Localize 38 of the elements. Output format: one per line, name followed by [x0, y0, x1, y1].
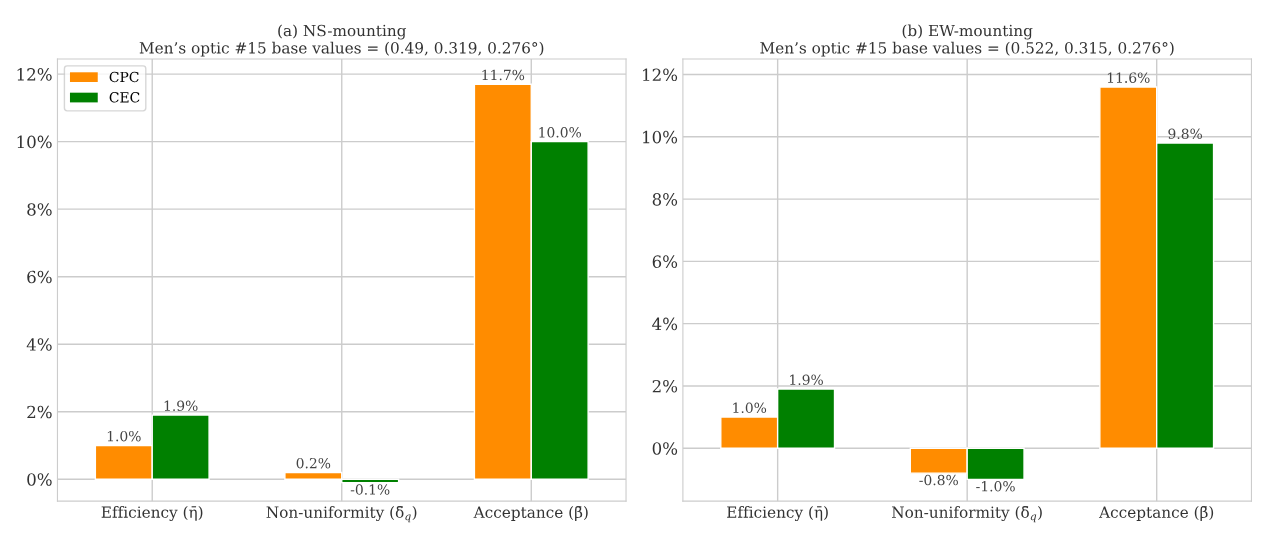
x-tick-label: Efficiency (η̄) [101, 506, 203, 522]
data-label: 1.9% [790, 374, 823, 385]
y-tick-label: 12% [17, 68, 52, 81]
y-tick-label: 6% [27, 270, 52, 284]
legend-label: CPC [109, 71, 139, 83]
y-tick-label: 0% [27, 473, 52, 486]
data-label: -0.8% [919, 474, 958, 486]
data-label: -1.0% [976, 481, 1015, 492]
chart-title: (b) EW-mounting [902, 24, 1033, 40]
data-label: -0.1% [350, 484, 390, 495]
y-tick-label: 10% [17, 135, 52, 149]
y-tick-label: 12% [643, 68, 678, 82]
chart-title: (a) NS-mounting [278, 24, 407, 40]
x-tick-label: Acceptance (β̄) [1098, 506, 1214, 521]
data-label: 0.2% [296, 457, 331, 469]
data-label: 1.0% [107, 430, 141, 442]
x-tick-label: Acceptance (β̄) [473, 506, 588, 521]
data-label: 11.6% [1107, 72, 1150, 83]
y-tick-label: 6% [652, 255, 678, 268]
y-tick-label: 0% [652, 442, 678, 455]
data-label: 1.9% [164, 400, 198, 411]
y-tick-label: 2% [27, 405, 52, 419]
y-tick-label: 8% [27, 203, 52, 216]
x-tick-label: Non-uniformity (δ̄$_{q}$) [266, 506, 417, 523]
y-tick-label: 10% [643, 130, 678, 144]
y-tick-label: 4% [652, 317, 678, 331]
x-tick-label: Efficiency (η̄) [727, 506, 828, 522]
y-tick-label: 4% [26, 338, 52, 351]
data-label: 1.0% [733, 402, 767, 413]
y-tick-label: 2% [652, 379, 678, 393]
data-label: 11.7% [482, 69, 525, 81]
chart-subtitle: Men’s optic #15 base values = (0.49, 0.319, 0.276°) [139, 41, 544, 57]
y-tick-label: 8% [652, 193, 678, 206]
data-label: 10.0% [539, 127, 581, 138]
x-tick-label: Non-uniformity (δ̄$_{q}$) [891, 506, 1042, 523]
data-label: 9.8% [1168, 128, 1202, 139]
chart-subtitle: Men’s optic #15 base values = (0.522, 0.315, 0.276°) [760, 41, 1174, 57]
legend-label: CEC [109, 92, 140, 103]
